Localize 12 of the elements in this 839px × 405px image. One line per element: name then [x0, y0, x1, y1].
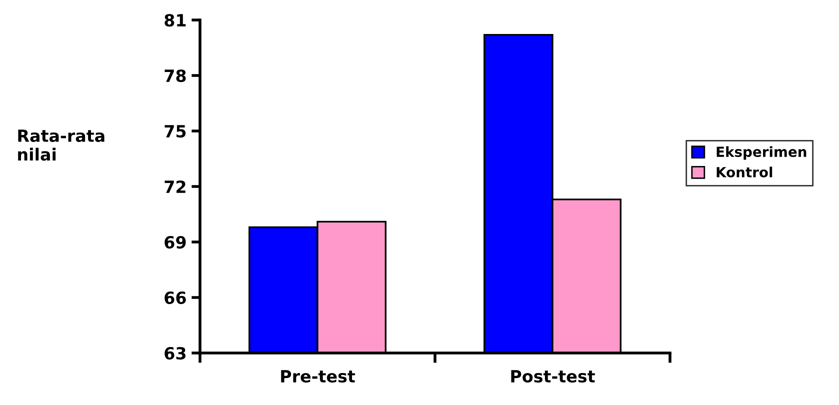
- y-tick-label: 81: [164, 14, 186, 27]
- legend-label: Kontrol: [716, 166, 772, 178]
- y-tick-label: 75: [164, 125, 186, 138]
- x-tick-label: Post-test: [511, 370, 595, 383]
- y-tick-label: 72: [164, 180, 186, 193]
- y-tick-label: 63: [164, 346, 186, 360]
- legend-label: Eksperimen: [716, 146, 806, 160]
- y-axis-title: Rata-rata nilai: [18, 130, 104, 161]
- x-tick-label: Pre-test: [281, 370, 356, 383]
- y-tick-label: 66: [164, 291, 186, 304]
- y-tick-label: 69: [164, 236, 186, 249]
- y-tick-label: 78: [164, 69, 186, 82]
